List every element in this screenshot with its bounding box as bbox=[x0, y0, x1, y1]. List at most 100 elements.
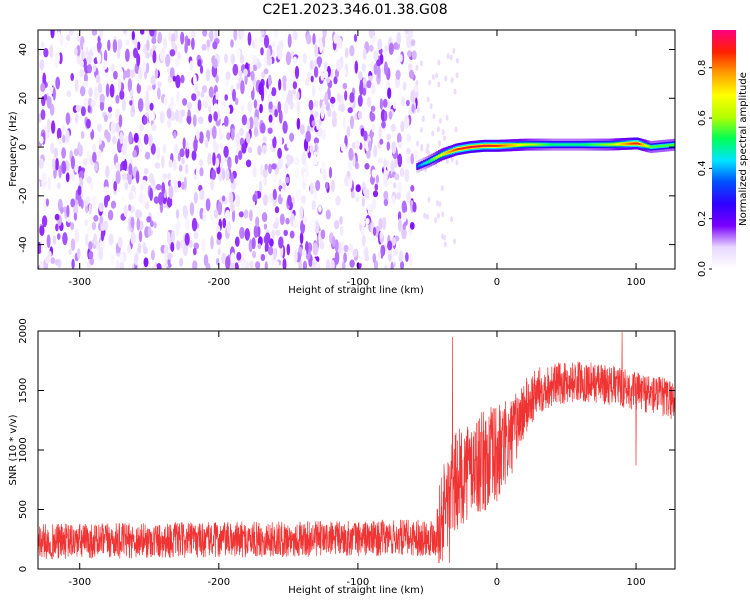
noise-cell bbox=[241, 143, 247, 154]
noise-cell bbox=[373, 50, 378, 62]
signal-track-cell bbox=[523, 143, 526, 146]
noise-cell bbox=[89, 257, 95, 266]
noise-cell bbox=[87, 64, 92, 74]
noise-cell bbox=[434, 217, 438, 224]
noise-cell bbox=[84, 169, 88, 182]
noise-cell bbox=[65, 112, 71, 125]
noise-cell bbox=[365, 218, 370, 225]
noise-cell bbox=[271, 163, 277, 170]
noise-cell bbox=[240, 80, 245, 95]
colorbar-tick-label: 0.2 bbox=[697, 211, 708, 227]
signal-track-cell bbox=[578, 143, 581, 146]
signal-track-cell bbox=[428, 160, 431, 163]
noise-cell bbox=[145, 90, 149, 104]
noise-cell bbox=[380, 245, 384, 259]
noise-cell bbox=[106, 194, 110, 202]
noise-cell bbox=[224, 94, 228, 101]
noise-cell bbox=[308, 99, 314, 111]
noise-cell bbox=[205, 262, 211, 269]
signal-track-cell bbox=[553, 143, 556, 146]
signal-track-cell bbox=[668, 144, 671, 147]
noise-cell bbox=[240, 105, 245, 112]
noise-cell bbox=[98, 138, 102, 145]
noise-cell bbox=[211, 125, 217, 140]
noise-cell bbox=[384, 264, 388, 269]
noise-cell bbox=[438, 140, 441, 147]
noise-cell bbox=[224, 209, 231, 221]
noise-cell bbox=[76, 54, 81, 65]
signal-track-cell bbox=[456, 148, 459, 151]
noise-cell bbox=[131, 105, 135, 113]
noise-cell bbox=[415, 91, 419, 98]
noise-cell bbox=[348, 147, 354, 161]
noise-cell bbox=[205, 198, 211, 212]
noise-cell bbox=[272, 174, 278, 183]
signal-track-cell bbox=[634, 142, 638, 145]
noise-cell bbox=[249, 63, 254, 73]
noise-cell bbox=[91, 195, 97, 207]
noise-cell bbox=[199, 167, 204, 177]
noise-cell bbox=[201, 238, 206, 252]
noise-cell bbox=[236, 82, 241, 90]
noise-cell bbox=[383, 110, 388, 122]
noise-cell bbox=[435, 72, 439, 79]
noise-cell bbox=[239, 54, 245, 64]
noise-cell bbox=[128, 163, 133, 176]
noise-cell bbox=[49, 44, 54, 58]
noise-cell bbox=[415, 64, 419, 71]
noise-cell bbox=[301, 151, 307, 166]
noise-cell bbox=[277, 147, 282, 159]
noise-cell bbox=[133, 37, 138, 50]
noise-cell bbox=[363, 130, 368, 142]
signal-track-cell bbox=[645, 144, 648, 147]
noise-cell bbox=[272, 247, 277, 261]
noise-cell bbox=[236, 49, 241, 58]
noise-cell bbox=[38, 213, 41, 227]
noise-cell bbox=[110, 63, 115, 73]
noise-cell bbox=[245, 261, 250, 269]
noise-cell bbox=[153, 196, 160, 204]
noise-cell bbox=[318, 205, 322, 213]
noise-cell bbox=[390, 261, 394, 269]
noise-cell bbox=[302, 260, 307, 269]
noise-cell bbox=[88, 87, 93, 98]
noise-cell bbox=[443, 241, 447, 248]
noise-cell bbox=[61, 147, 66, 159]
noise-cell bbox=[80, 106, 86, 117]
noise-cell bbox=[135, 170, 140, 184]
signal-track-cell bbox=[665, 144, 668, 147]
noise-cell bbox=[65, 172, 70, 183]
noise-cell bbox=[268, 101, 273, 110]
noise-cell bbox=[137, 210, 143, 218]
noise-cell bbox=[74, 78, 79, 92]
noise-cell bbox=[196, 130, 200, 141]
noise-cell bbox=[379, 231, 384, 239]
noise-cell bbox=[119, 253, 124, 263]
noise-cell bbox=[186, 38, 191, 46]
noise-cell bbox=[399, 250, 404, 261]
signal-track-cell bbox=[581, 143, 584, 146]
noise-cell bbox=[204, 95, 210, 103]
signal-track-cell bbox=[499, 144, 502, 147]
noise-cell bbox=[166, 231, 171, 245]
noise-cell bbox=[401, 96, 405, 107]
spectrogram-x-ticks: -300 -200 -100 0 100 bbox=[68, 30, 646, 288]
noise-cell bbox=[450, 77, 454, 83]
noise-cell bbox=[83, 73, 88, 84]
noise-cell bbox=[89, 182, 94, 191]
noise-cell bbox=[355, 184, 361, 193]
signal-track-cell bbox=[543, 143, 546, 146]
noise-cell bbox=[386, 133, 392, 141]
noise-cell bbox=[314, 99, 319, 108]
noise-cell bbox=[364, 247, 369, 261]
noise-cell bbox=[118, 114, 123, 128]
noise-cell bbox=[62, 232, 68, 246]
noise-cell bbox=[61, 124, 65, 137]
noise-cell bbox=[112, 136, 117, 145]
noise-cell bbox=[66, 34, 71, 42]
noise-cell bbox=[177, 180, 182, 188]
signal-track-cell bbox=[573, 143, 576, 146]
noise-cell bbox=[68, 30, 74, 36]
noise-cell bbox=[366, 96, 372, 108]
noise-cell bbox=[454, 126, 458, 133]
